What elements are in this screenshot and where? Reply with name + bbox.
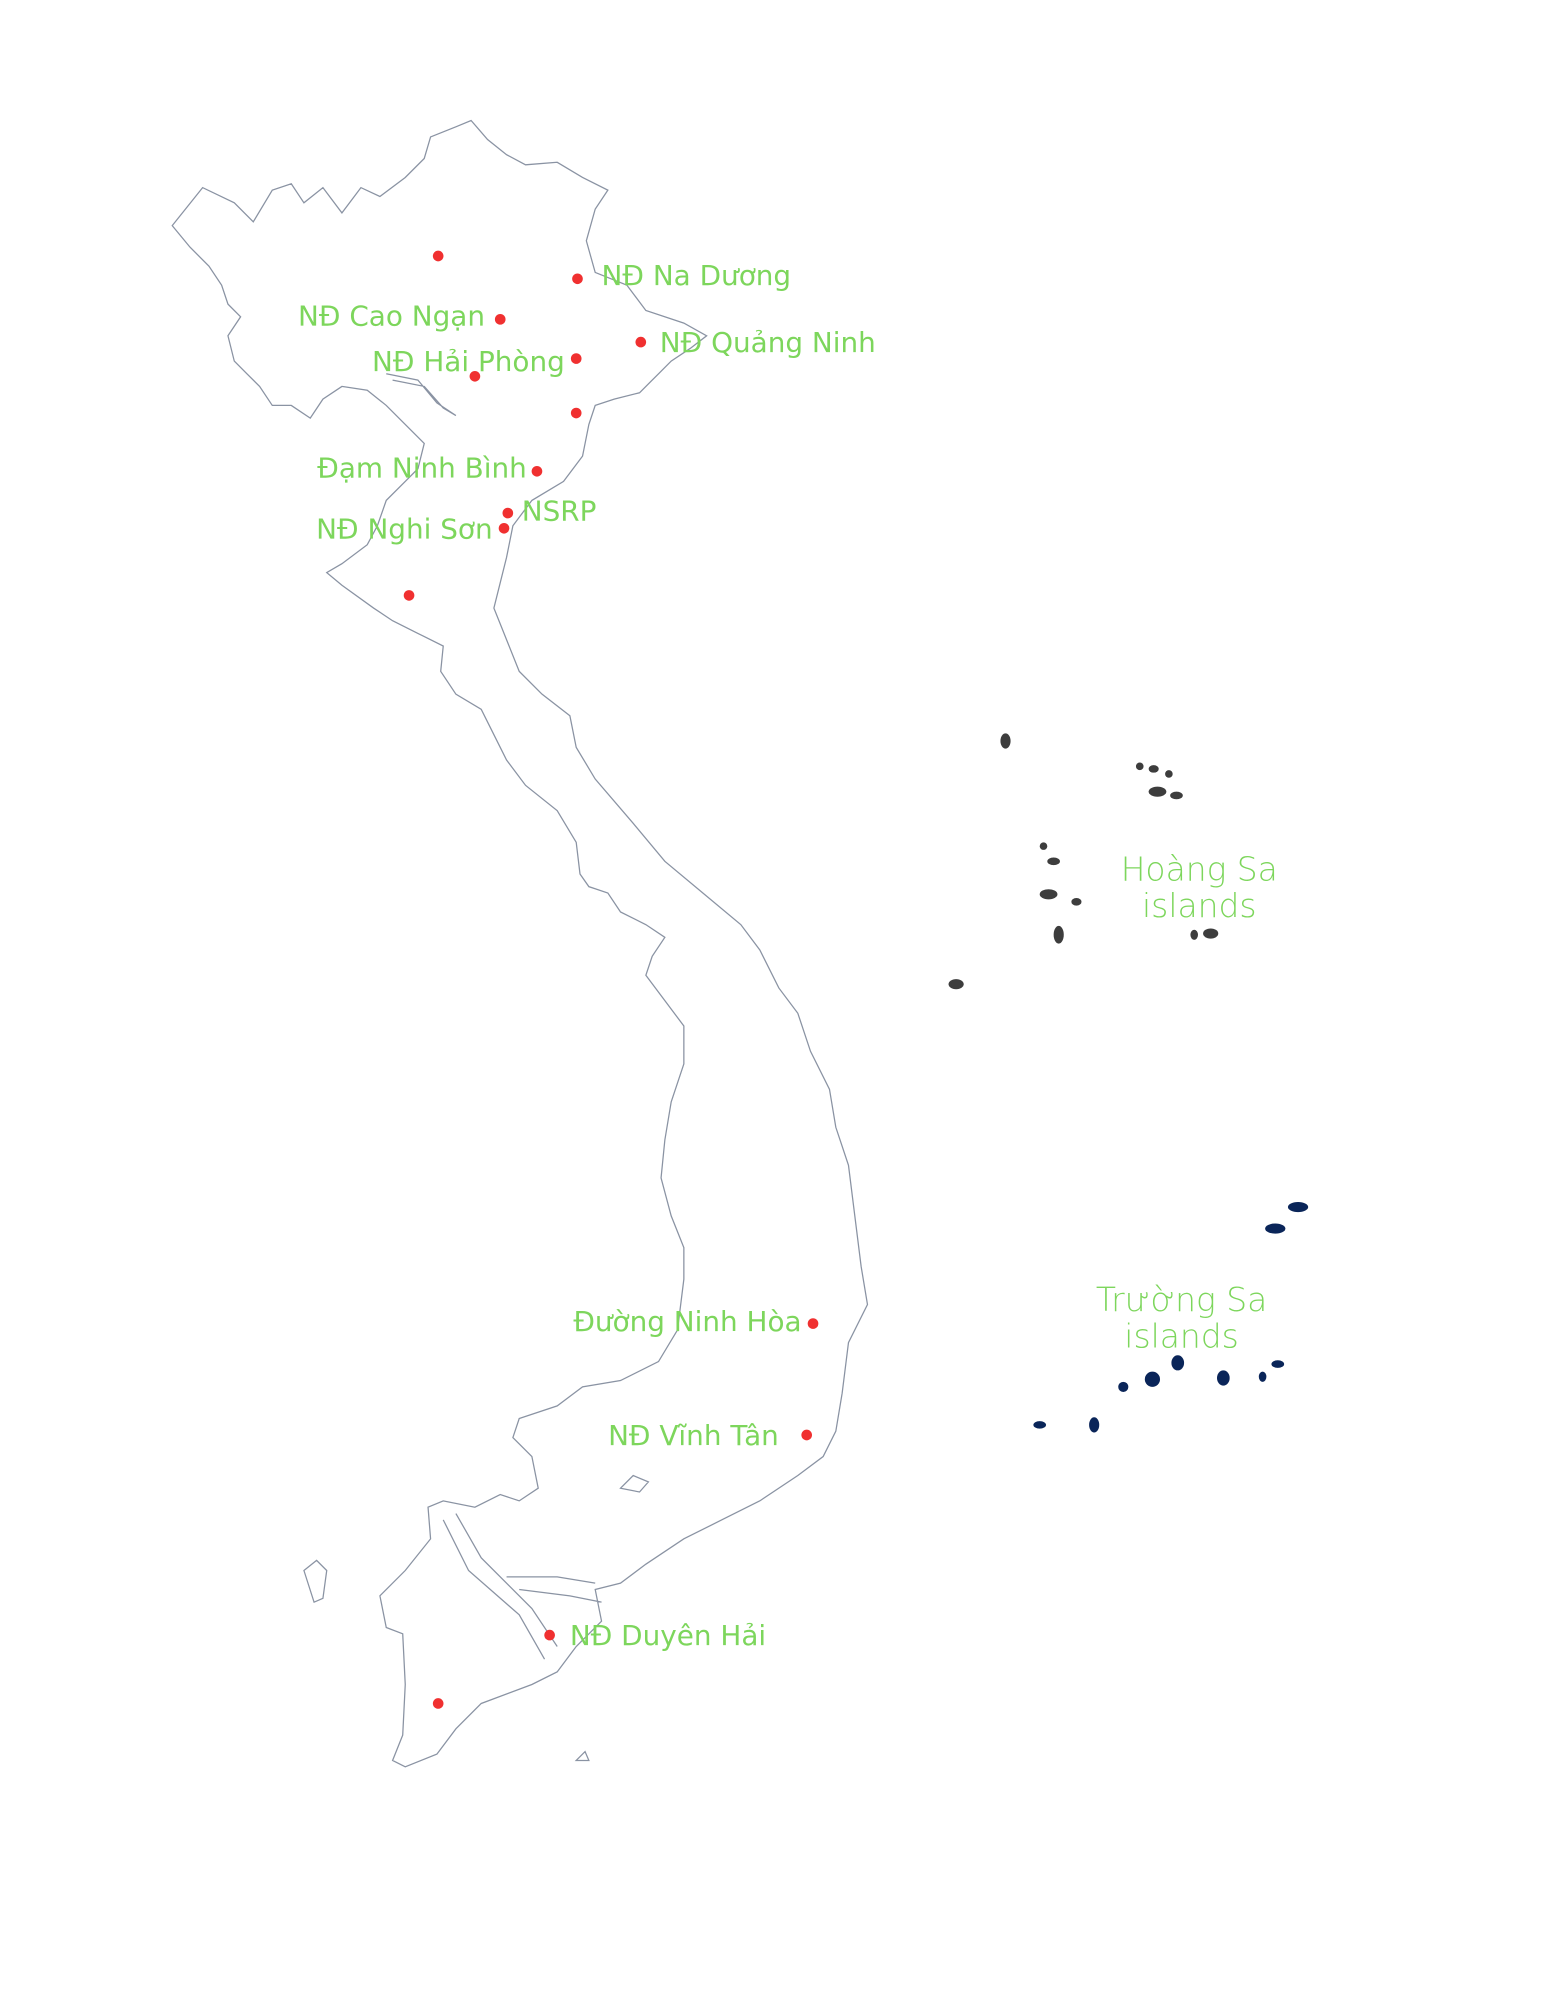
truong-sa-island — [1258, 1371, 1267, 1382]
hoang-sa-island — [948, 979, 964, 990]
plant-label: Đạm Ninh Bình — [317, 452, 527, 485]
plant-marker — [494, 313, 506, 325]
plant-label: Đường Ninh Hòa — [573, 1305, 801, 1338]
hoang-sa-island — [1165, 770, 1173, 778]
plant-label: NĐ Na Dương — [602, 259, 792, 292]
plant-marker — [801, 1429, 813, 1441]
hoang-sa-label: Hoàng Sa — [1121, 849, 1278, 888]
plant-label: NĐ Cao Ngạn — [298, 300, 485, 333]
hoang-sa-island — [1148, 765, 1159, 773]
plant-marker — [544, 1629, 555, 1641]
truong-sa-island — [1089, 1417, 1100, 1433]
plant-marker — [403, 590, 415, 601]
plant-marker — [570, 407, 582, 419]
hoang-sa-island — [1039, 889, 1058, 900]
plant-marker — [807, 1318, 819, 1329]
plant-label: NĐ Duyên Hải — [570, 1619, 766, 1652]
truong-sa-island — [1033, 1421, 1047, 1429]
plant-marker — [469, 370, 481, 382]
hoang-sa-island — [1135, 762, 1144, 771]
hoang-sa-island — [1203, 928, 1219, 939]
hoang-sa-island — [1170, 791, 1183, 800]
plant-label: NĐ Hải Phòng — [372, 345, 565, 378]
hoang-sa-island — [1071, 898, 1082, 906]
vietnam-outline — [171, 119, 869, 1768]
plant-marker — [432, 1698, 444, 1709]
plant-marker — [432, 250, 444, 262]
plant-marker — [498, 522, 510, 534]
hoang-sa-island — [1053, 925, 1064, 944]
truong-sa-island — [1265, 1223, 1286, 1234]
truong-sa-label-line2: islands — [1124, 1317, 1238, 1356]
plant-marker — [502, 507, 514, 519]
truong-sa-island — [1118, 1381, 1129, 1392]
hoang-sa-island — [1148, 786, 1167, 797]
plant-label: NĐ Nghi Sơn — [316, 512, 492, 545]
truong-sa-island — [1271, 1360, 1285, 1368]
hoang-sa-island — [1190, 929, 1199, 940]
hoang-sa-island — [1047, 857, 1060, 866]
plant-marker — [572, 273, 583, 285]
truong-sa-island — [1144, 1371, 1161, 1387]
plant-label: NĐ Vĩnh Tân — [608, 1419, 779, 1452]
plant-marker — [570, 353, 582, 364]
truong-sa-island — [1217, 1370, 1230, 1386]
truong-sa-label: Trường Sa — [1096, 1280, 1267, 1319]
hoang-sa-island — [1039, 842, 1048, 850]
plant-marker — [531, 465, 543, 477]
truong-sa-island — [1171, 1355, 1185, 1371]
truong-sa-island — [1287, 1201, 1309, 1213]
hoang-sa-island — [1000, 733, 1011, 749]
hoang-sa-label-line2: islands — [1142, 886, 1256, 925]
plant-label: NSRP — [522, 495, 597, 528]
plant-marker — [635, 336, 647, 348]
plant-label: NĐ Quảng Ninh — [660, 326, 876, 359]
